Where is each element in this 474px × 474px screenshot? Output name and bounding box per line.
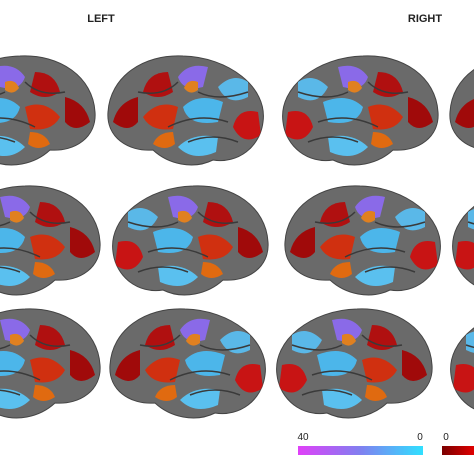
brain-surface — [110, 309, 266, 418]
colorbar-label: 0 — [417, 432, 423, 443]
brain-surface — [277, 309, 433, 418]
brain-surface — [108, 56, 264, 165]
brain-surface — [0, 309, 100, 418]
brain-surface — [450, 56, 474, 165]
header-right: RIGHT — [408, 13, 443, 25]
brain-grid — [0, 56, 474, 418]
colorbar — [442, 446, 474, 455]
brain-surface — [451, 309, 474, 418]
colorbar-label: 0 — [443, 432, 449, 443]
colorbar — [298, 446, 423, 455]
colorbar-label: 40 — [297, 432, 309, 443]
header-left: LEFT — [87, 13, 115, 25]
brain-surface — [453, 186, 474, 295]
brain-surface — [0, 186, 100, 295]
brain-surface — [285, 186, 441, 295]
brain-surface — [113, 186, 269, 295]
brain-surface — [0, 56, 95, 165]
brain-surface — [283, 56, 439, 165]
